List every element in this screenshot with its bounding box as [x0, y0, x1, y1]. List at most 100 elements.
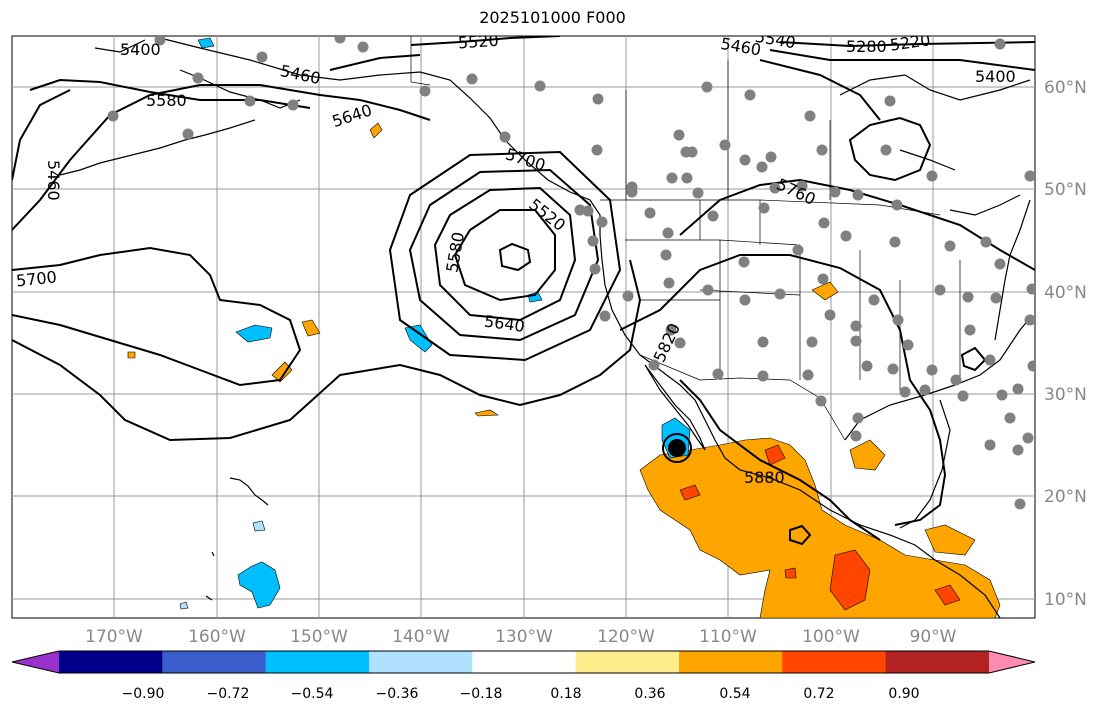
longitude-label: 120°W: [597, 627, 655, 647]
station-marker: [892, 314, 904, 326]
longitude-label: 140°W: [392, 627, 450, 647]
station-marker: [816, 144, 828, 156]
station-marker: [899, 386, 911, 398]
station-marker: [192, 72, 204, 84]
latitude-axis: 60°N 50°N 40°N 30°N 20°N 10°N: [1044, 78, 1087, 610]
station-marker: [1012, 383, 1024, 395]
colorbar-tick-label: −0.54: [291, 686, 334, 702]
contour-label: 5400: [975, 67, 1016, 86]
station-marker: [957, 390, 969, 402]
colorbar-outline: [11, 650, 1036, 674]
contour-label: 5280: [846, 37, 887, 56]
longitude-label: 150°W: [290, 627, 348, 647]
station-marker: [1026, 283, 1035, 295]
station-marker: [666, 172, 678, 184]
colorbar-tick-label: 0.72: [803, 686, 834, 702]
station-marker: [739, 154, 751, 166]
positive-anomaly-mexico: [639, 437, 1001, 618]
station-marker: [1022, 432, 1034, 444]
cyclone-marker: [662, 433, 692, 463]
contour-cutoff-low-5: [388, 150, 622, 362]
positive-anomaly-pacific-4: [127, 351, 136, 359]
contour-5880: [679, 379, 881, 541]
station-marker: [850, 320, 862, 332]
station-marker: [919, 384, 931, 396]
longitude-label: 170°W: [85, 627, 143, 647]
station-marker: [994, 258, 1006, 270]
station-marker: [663, 277, 675, 289]
positive-anomaly-pacific-2: [301, 319, 321, 337]
colorbar-bin: [575, 651, 680, 673]
positive-anomaly-gulf: [849, 439, 886, 471]
us-east-coast: [949, 194, 1031, 341]
colorbar-tick-label: −0.72: [207, 686, 250, 702]
plot-title: 2025101000 F000: [479, 8, 626, 27]
alaska-border: [410, 36, 431, 86]
contour-5580-arc: [29, 78, 311, 109]
colorbar-tick-label: 0.18: [550, 686, 581, 702]
contour-label: 5700: [15, 267, 57, 290]
contour-northeast-1: [759, 49, 1035, 121]
station-marker: [926, 170, 938, 182]
station-marker: [1012, 444, 1024, 456]
negative-anomaly-pacific-1: [235, 324, 273, 343]
colorbar-tick-label: 0.36: [634, 686, 665, 702]
latitude-label: 60°N: [1044, 78, 1087, 98]
colorbar-tick-label: 0.90: [888, 686, 919, 702]
station-marker: [591, 144, 603, 156]
station-marker: [757, 370, 769, 382]
station-marker: [182, 128, 194, 140]
station-marker: [802, 369, 814, 381]
strong-anomaly-5: [934, 584, 961, 606]
longitude-label: 100°W: [802, 627, 860, 647]
station-marker: [673, 129, 685, 141]
station-marker: [944, 240, 956, 252]
station-marker: [984, 439, 996, 451]
latitude-label: 20°N: [1044, 487, 1087, 507]
colorbar-tick-label: −0.36: [376, 686, 419, 702]
colorbar-tick-label: −0.18: [460, 686, 503, 702]
station-marker: [880, 144, 892, 156]
station-marker: [582, 205, 594, 217]
contour-5520-top: [410, 36, 561, 46]
canada-coast: [839, 74, 1031, 171]
station-marker: [994, 38, 1006, 50]
colorbar-bin: [782, 651, 887, 673]
station-marker: [534, 80, 546, 92]
station-marker: [1027, 360, 1035, 372]
contour-cutoff-low-2: [453, 209, 556, 302]
station-marker: [756, 161, 768, 173]
station-marker: [765, 151, 777, 163]
station-marker: [796, 180, 808, 192]
station-marker: [891, 199, 903, 211]
station-marker: [769, 182, 781, 194]
shaded-field: [127, 37, 1001, 618]
latitude-label: 40°N: [1044, 283, 1087, 303]
station-marker: [662, 227, 674, 239]
station-marker: [964, 324, 976, 336]
station-marker: [738, 256, 750, 268]
station-marker: [1024, 170, 1035, 182]
contour-label: 5880: [744, 468, 785, 487]
contour-5700-south: [12, 259, 642, 442]
contour-5820: [619, 254, 947, 526]
station-marker: [702, 284, 714, 296]
us-canada-border: [600, 199, 941, 216]
station-marker: [626, 186, 638, 198]
station-marker: [589, 263, 601, 275]
station-marker: [804, 110, 816, 122]
station-marker: [950, 374, 962, 386]
station-marker: [758, 202, 770, 214]
contour-high-east: [848, 116, 932, 182]
strong-anomaly-2: [679, 484, 701, 501]
station-marker: [596, 216, 608, 228]
station-marker: [681, 172, 693, 184]
latitude-label: 50°N: [1044, 180, 1087, 200]
colorbar-bin: [369, 651, 473, 673]
strong-anomaly-4: [784, 567, 797, 579]
colorbar-bin: [885, 651, 990, 673]
colorbar-bin: [59, 651, 163, 673]
longitude-label: 130°W: [495, 627, 553, 647]
station-marker: [902, 339, 914, 351]
